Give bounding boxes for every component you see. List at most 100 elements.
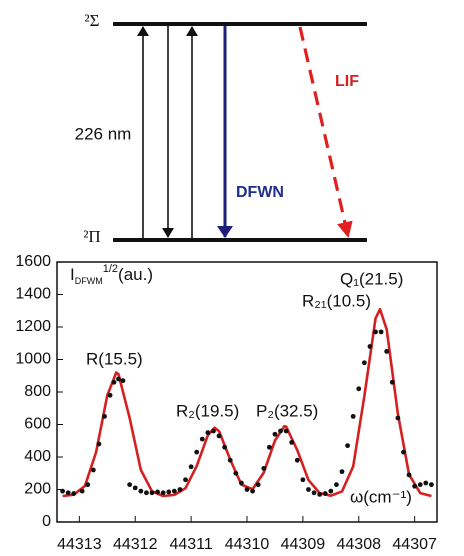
data-point [412, 483, 418, 489]
y-label-sup: 1/2 [103, 263, 118, 275]
x-tick-label: 44311 [169, 536, 212, 553]
y-tick-label: 400 [24, 448, 51, 465]
data-point [317, 491, 323, 497]
lif-label: LIF [335, 73, 359, 90]
x-tick-label: 44313 [57, 536, 102, 553]
data-point [361, 360, 367, 366]
data-point [155, 489, 160, 495]
data-point [283, 428, 289, 434]
data-point [401, 449, 406, 455]
data-point [239, 480, 244, 486]
data-point [116, 376, 121, 382]
data-point [216, 433, 222, 439]
data-point [367, 344, 373, 349]
x-axis-label: ω(cm⁻¹) [350, 487, 412, 506]
data-point [160, 490, 166, 496]
data-point [120, 378, 126, 384]
data-point [350, 413, 356, 419]
y-label-main: I [70, 265, 75, 284]
data-point [322, 491, 328, 496]
data-point [194, 449, 200, 455]
data-point [149, 490, 155, 496]
data-point [389, 379, 395, 385]
data-point [211, 428, 216, 434]
upper-level-label: ²Σ [85, 11, 100, 30]
data-point [406, 472, 412, 478]
data-point [289, 439, 295, 445]
data-point [177, 487, 183, 492]
annotation: Q₁(21.5) [340, 269, 403, 288]
y-tick-label: 1600 [15, 253, 51, 270]
x-tick-label: 44308 [337, 536, 382, 553]
data-point [395, 415, 401, 421]
data-point [144, 490, 149, 496]
data-point [233, 470, 239, 476]
data-point [71, 491, 77, 496]
data-point [423, 480, 429, 486]
data-point [345, 443, 350, 449]
plot-frame [56, 261, 438, 523]
y-tick-label: 800 [24, 383, 51, 400]
annotation: R₂₁(10.5) [302, 291, 371, 310]
data-point [278, 428, 283, 434]
data-point [183, 477, 188, 483]
data-point [311, 490, 317, 496]
y-tick-label: 600 [24, 416, 51, 433]
data-point [378, 329, 384, 335]
data-point [79, 488, 85, 494]
x-tick-label: 44312 [113, 536, 158, 553]
x-tick-label: 44310 [225, 536, 270, 553]
annotation: P₂(32.5) [256, 401, 318, 420]
data-point [222, 444, 228, 450]
data-point [272, 431, 278, 437]
data-point [85, 482, 91, 488]
data-point [328, 488, 334, 494]
data-point [60, 488, 65, 494]
energy-diagram: ²Σ ²Π 226 nm DFWN LIF [75, 11, 367, 246]
annotation: R(15.5) [86, 349, 143, 368]
annotation: R₂(19.5) [176, 401, 239, 420]
fit-line [62, 307, 432, 498]
data-point [266, 444, 272, 450]
data-point [250, 488, 255, 494]
lif-arrow [298, 26, 353, 238]
data-point [188, 464, 194, 470]
chart: IDFWM1/2(au.) R(15.5) R₂(19.5) P₂(32.5) … [15, 253, 438, 553]
y-label-unit: (au.) [118, 265, 153, 284]
data-point [132, 485, 138, 491]
data-point [384, 348, 390, 354]
data-point [102, 413, 107, 419]
data-point [244, 487, 250, 492]
data-point [205, 430, 211, 436]
data-point [429, 482, 434, 488]
wavelength-label: 226 nm [75, 124, 132, 143]
data-point [373, 329, 378, 335]
data-point [356, 386, 362, 392]
data-point [199, 436, 205, 442]
y-tick-label: 200 [24, 481, 51, 498]
data-point [300, 477, 306, 483]
dfwm-label: DFWN [236, 184, 284, 201]
data-point [334, 482, 339, 488]
y-tick-label: 1400 [15, 286, 51, 303]
data-point [255, 482, 261, 488]
data-point [127, 482, 133, 488]
data-point [339, 469, 345, 475]
data-point [90, 467, 96, 473]
x-tick-label: 44309 [281, 536, 326, 553]
y-tick-label: 0 [42, 513, 51, 530]
y-label-sub: DFWM [75, 276, 103, 286]
x-tick-label: 44307 [392, 536, 437, 553]
data-point [227, 457, 233, 463]
data-point [417, 482, 423, 488]
data-point [261, 465, 267, 471]
data-point [166, 489, 172, 495]
data-point [107, 392, 113, 398]
data-point [171, 488, 177, 494]
data-point [294, 457, 300, 463]
data-point [65, 490, 71, 496]
y-tick-label: 1000 [15, 351, 51, 368]
y-tick-label: 1200 [15, 318, 51, 335]
y-axis-label: IDFWM1/2(au.) [70, 263, 153, 286]
